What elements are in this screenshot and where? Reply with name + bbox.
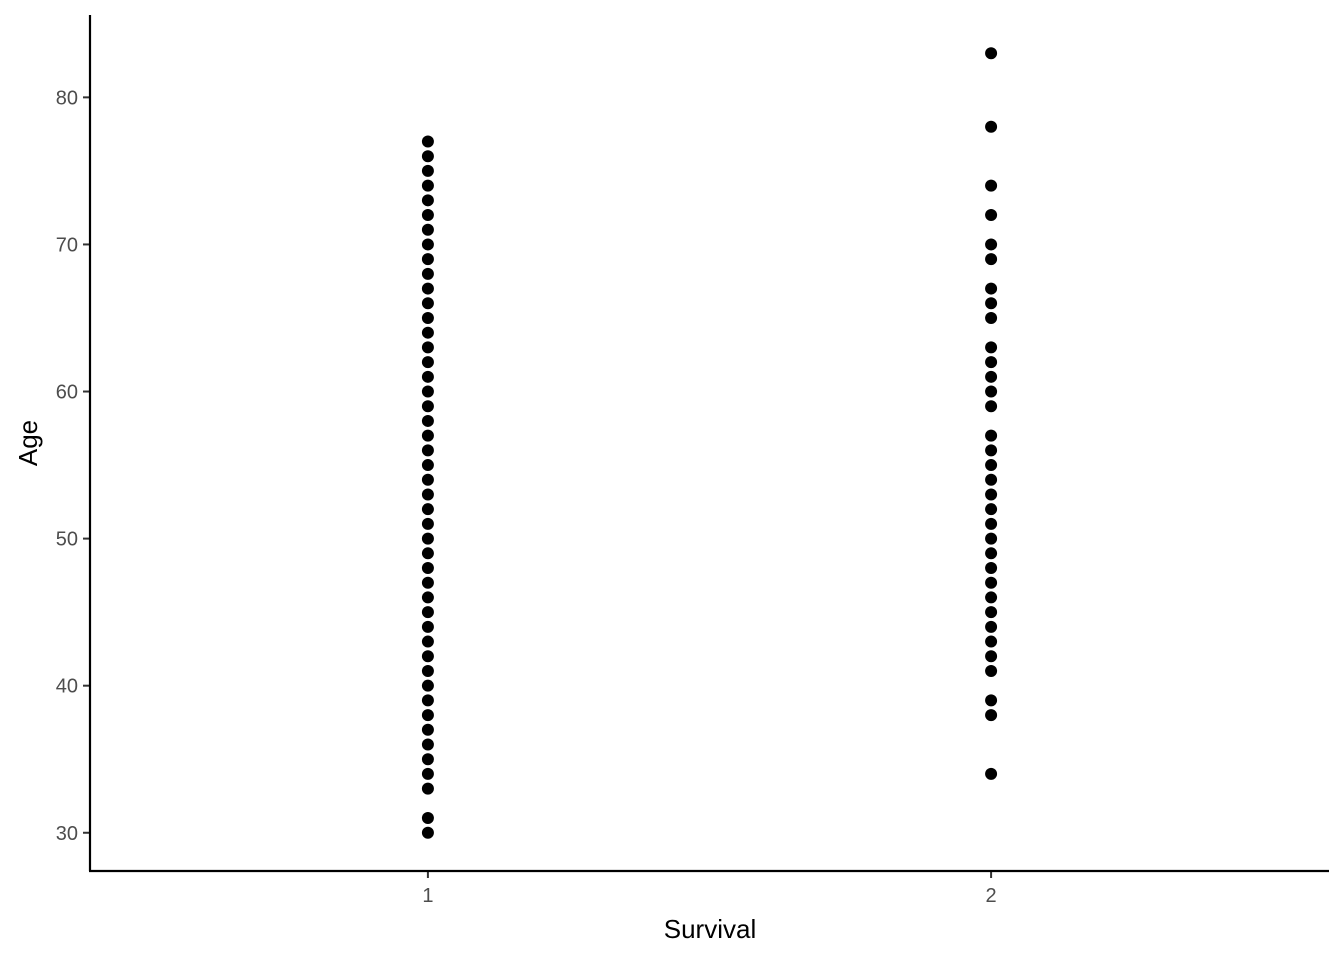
data-point (985, 209, 998, 222)
data-point (421, 429, 434, 442)
data-point (421, 591, 434, 604)
data-point (421, 326, 434, 339)
data-point (421, 385, 434, 398)
data-point (985, 253, 998, 266)
data-point (985, 620, 998, 633)
x-axis-title: Survival (664, 914, 756, 944)
data-point (421, 826, 434, 839)
data-point (421, 620, 434, 633)
data-point (985, 444, 998, 457)
y-axis-ticks: 30 40 50 60 70 80 (56, 87, 90, 845)
data-point (421, 238, 434, 251)
data-point (985, 429, 998, 442)
data-point (421, 150, 434, 163)
y-tick-label: 60 (56, 382, 78, 404)
data-point (985, 297, 998, 310)
data-point (421, 297, 434, 310)
data-point (421, 459, 434, 472)
data-point (421, 179, 434, 192)
data-point (985, 503, 998, 516)
data-point (985, 47, 998, 60)
data-point (985, 179, 998, 192)
y-tick-label: 40 (56, 676, 78, 698)
data-point (985, 650, 998, 663)
data-point (421, 664, 434, 677)
y-tick-label: 50 (56, 529, 78, 551)
data-point (985, 606, 998, 619)
data-point (985, 488, 998, 501)
y-axis-title: Age (13, 420, 43, 466)
data-point (985, 120, 998, 133)
data-point (985, 767, 998, 780)
data-point (421, 679, 434, 692)
data-point (985, 311, 998, 324)
data-point (985, 709, 998, 722)
data-point (985, 532, 998, 545)
data-point (985, 370, 998, 383)
data-point (421, 650, 434, 663)
data-point (421, 356, 434, 369)
data-point (421, 311, 434, 324)
data-point (421, 503, 434, 516)
data-point (985, 664, 998, 677)
data-point (421, 562, 434, 575)
data-point (421, 414, 434, 427)
data-point (985, 517, 998, 530)
data-point (421, 400, 434, 413)
data-point (421, 223, 434, 236)
data-point (985, 400, 998, 413)
data-point (421, 444, 434, 457)
data-point (421, 164, 434, 177)
data-point (421, 194, 434, 207)
data-point (421, 370, 434, 383)
data-point (421, 341, 434, 354)
data-point (985, 385, 998, 398)
data-point (421, 753, 434, 766)
data-point (421, 532, 434, 545)
data-point (421, 723, 434, 736)
data-point (985, 238, 998, 251)
data-point (421, 767, 434, 780)
data-point (421, 517, 434, 530)
data-point (985, 694, 998, 707)
data-point (985, 635, 998, 648)
data-point (421, 488, 434, 501)
data-point (421, 694, 434, 707)
data-point (421, 547, 434, 560)
data-point (421, 253, 434, 266)
data-point (421, 709, 434, 722)
data-point (985, 547, 998, 560)
y-tick-label: 80 (56, 87, 78, 109)
data-point (421, 635, 434, 648)
data-point (421, 135, 434, 148)
data-point (985, 562, 998, 575)
data-point (985, 341, 998, 354)
y-tick-label: 70 (56, 234, 78, 256)
data-point (985, 282, 998, 295)
data-point (985, 473, 998, 486)
y-tick-label: 30 (56, 823, 78, 845)
x-tick-label: 1 (422, 885, 433, 907)
data-point (421, 267, 434, 280)
data-point (421, 606, 434, 619)
data-point (421, 209, 434, 222)
data-point (421, 812, 434, 825)
data-point (985, 591, 998, 604)
data-point (421, 576, 434, 589)
data-point (985, 576, 998, 589)
data-point (421, 473, 434, 486)
data-point (985, 356, 998, 369)
data-point (421, 282, 434, 295)
data-point (421, 738, 434, 751)
data-points (421, 47, 998, 839)
data-point (985, 459, 998, 472)
data-point (421, 782, 434, 795)
x-tick-label: 2 (986, 885, 997, 907)
